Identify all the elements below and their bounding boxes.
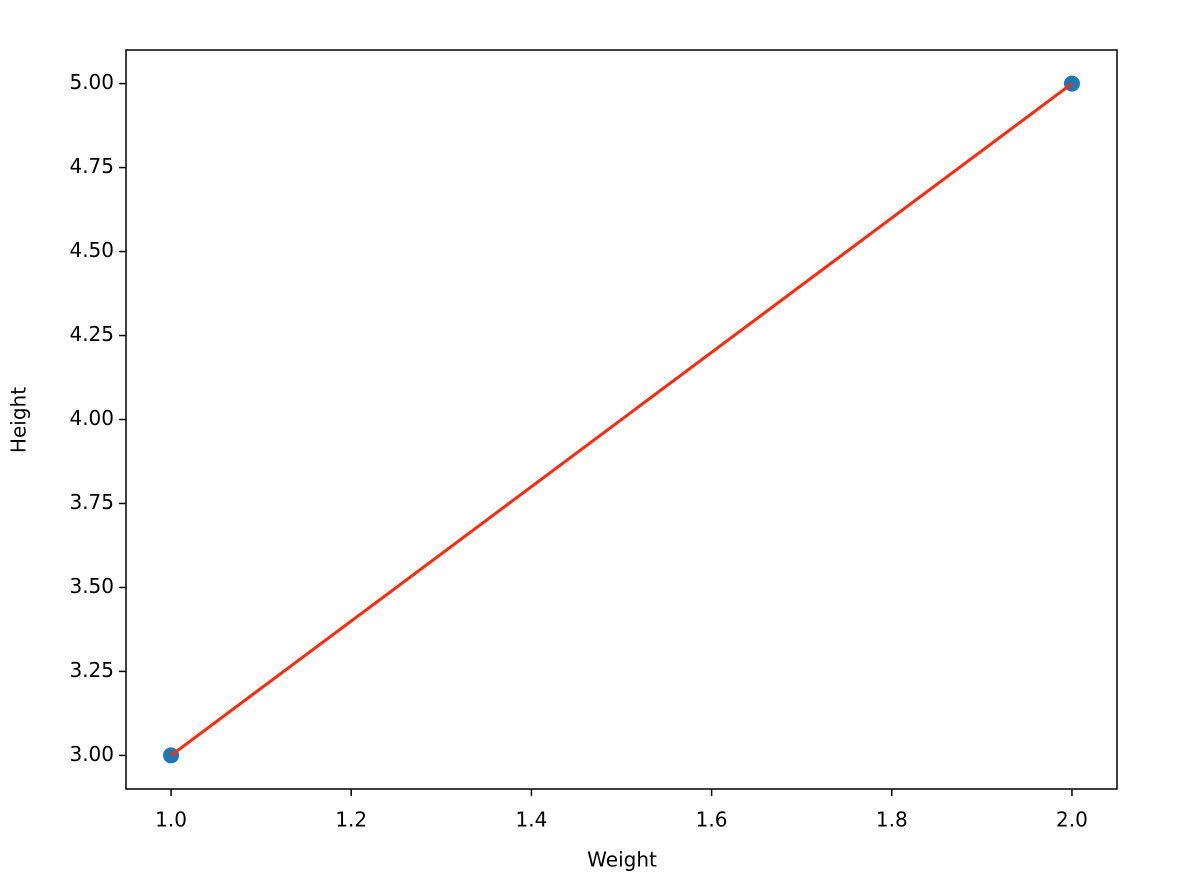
y-tick-label: 3.75 [69, 490, 114, 514]
x-tick-label: 1.4 [516, 808, 548, 832]
x-tick-label: 1.6 [696, 808, 728, 832]
x-tick-label: 1.2 [335, 808, 367, 832]
y-tick-label: 4.75 [69, 154, 114, 178]
x-axis-label: Weight [587, 848, 657, 872]
x-tick-label: 2.0 [1056, 808, 1088, 832]
plot-frame [125, 49, 1118, 790]
y-tick-label: 3.25 [69, 658, 114, 682]
x-tick-label: 1.0 [155, 808, 187, 832]
line [170, 82, 1073, 757]
y-tick-label: 4.00 [69, 406, 114, 430]
y-tick-label: 5.00 [69, 70, 114, 94]
y-tick-label: 4.25 [69, 322, 114, 346]
y-tick-label: 3.00 [69, 742, 114, 766]
y-axis-label: Height [7, 387, 31, 453]
y-tick-label: 4.50 [69, 238, 114, 262]
y-tick-label: 3.50 [69, 574, 114, 598]
x-tick-label: 1.8 [876, 808, 908, 832]
